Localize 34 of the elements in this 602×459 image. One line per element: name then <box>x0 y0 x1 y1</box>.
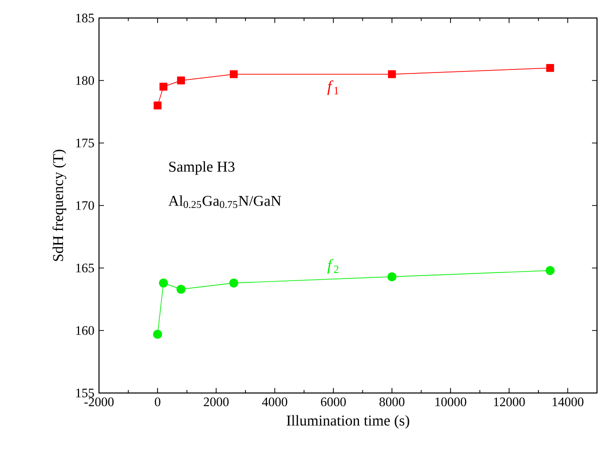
y-tick-label: 170 <box>76 201 94 210</box>
x-tick-label: 10000 <box>435 398 466 406</box>
y-tick-label: 155 <box>76 388 94 398</box>
x-tick-label: 4000 <box>262 398 288 406</box>
point <box>177 76 185 84</box>
point <box>546 266 555 276</box>
x-tick-label: 8000 <box>379 398 404 406</box>
annotation: Al$_{0.25}$Ga$_{0.75}$N/GaN <box>168 195 282 208</box>
point <box>230 70 238 78</box>
point <box>158 278 168 288</box>
x-tick-label: 2000 <box>204 398 229 406</box>
x-tick-label: 12000 <box>494 398 525 406</box>
y-tick-label: 165 <box>76 264 94 272</box>
point <box>546 64 554 72</box>
y-tick-label: 160 <box>76 326 94 335</box>
y-tick-label: 185 <box>76 14 94 22</box>
point <box>160 82 168 91</box>
x-tick-label: 6000 <box>320 398 346 406</box>
y-tick-label: 175 <box>76 138 94 148</box>
y-tick-label: 180 <box>76 76 94 85</box>
annotation: Sample H3 <box>169 161 234 175</box>
point <box>229 278 238 288</box>
x-axis-title: Illumination time (s) <box>286 415 410 429</box>
x-tick-label: 0 <box>154 398 160 406</box>
x-tick-label: 14000 <box>552 398 584 406</box>
series-label: f$_{1}$ <box>327 80 338 96</box>
point <box>388 70 396 78</box>
point <box>154 102 162 110</box>
point <box>176 284 186 294</box>
series-label: f$_{2}$ <box>327 259 338 274</box>
point <box>387 272 396 282</box>
y-axis-title: SdH frequency (T) <box>52 150 66 261</box>
point <box>153 330 162 339</box>
x-tick-label: -2000 <box>84 398 114 406</box>
